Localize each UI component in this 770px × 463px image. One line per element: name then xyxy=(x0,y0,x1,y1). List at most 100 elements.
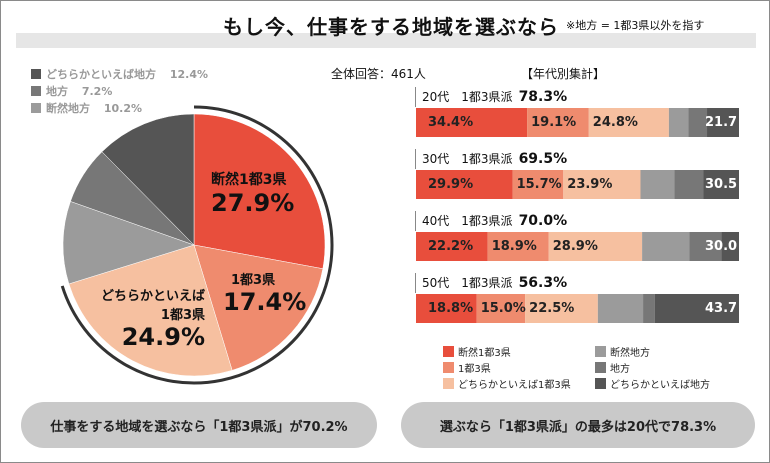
local-total-label: 30.0 xyxy=(705,239,738,254)
metro-label: 1都3県派 xyxy=(461,90,513,104)
age-row-label: 30代 1都3県派 69.5% xyxy=(422,150,567,167)
legend-value: 12.4% xyxy=(169,67,209,81)
segment-label: 23.9% xyxy=(567,177,613,192)
bar-segment xyxy=(654,294,739,323)
bar-segment xyxy=(689,232,722,261)
slice-name: どちらかといえば xyxy=(100,289,205,304)
bar-segment xyxy=(588,108,669,137)
bar-segment xyxy=(416,108,528,137)
pie-legend-item: どちらかといえば地方 12.4% xyxy=(31,66,208,82)
bar-segment xyxy=(674,170,704,199)
legend-label: 地方 xyxy=(46,85,68,98)
legend-swatch xyxy=(443,362,454,373)
title-note: ※地方 = 1都3県以外を指す xyxy=(566,19,705,32)
bar-segment xyxy=(487,232,549,261)
legend-swatch xyxy=(443,378,454,389)
bar-segment xyxy=(416,170,513,199)
bar-segment xyxy=(563,170,641,199)
legend-label: どちらかといえば地方 xyxy=(610,380,710,391)
segment-label: 15.7% xyxy=(516,177,562,192)
legend-label: 断然1都3県 xyxy=(458,348,511,359)
age-label: 50代 xyxy=(422,276,450,290)
local-total-label: 21.7 xyxy=(705,115,738,130)
pie-label-lean-metro: どちらかといえば 1都3県 24.9% xyxy=(79,285,205,351)
metro-share-arc xyxy=(60,105,334,385)
legend-swatch xyxy=(595,346,606,357)
legend-label: 1都3県 xyxy=(458,364,491,375)
bar-segment xyxy=(527,108,589,137)
title-band xyxy=(16,33,756,48)
segment-label: 29.9% xyxy=(428,177,474,192)
metro-total: 78.3% xyxy=(518,89,568,105)
slice-value: 24.9% xyxy=(121,323,205,351)
slice-name: 1都3県 xyxy=(160,308,205,323)
bar-legend-item: 1都3県 xyxy=(443,360,491,375)
total-respondents: 全体回答：461人 xyxy=(331,67,426,81)
slice-name: 断然1都3県 xyxy=(211,172,287,188)
legend-swatch xyxy=(31,86,41,96)
segment-label: 24.8% xyxy=(592,115,638,130)
bar-segment xyxy=(688,108,708,137)
legend-swatch xyxy=(31,103,41,113)
bar-segment xyxy=(707,108,739,137)
segment-label: 18.8% xyxy=(428,301,474,316)
segment-label: 15.0% xyxy=(480,301,526,316)
bar-segment xyxy=(597,294,644,323)
segment-label: 28.9% xyxy=(552,239,598,254)
legend-label: どちらかといえば地方 xyxy=(46,68,156,81)
metro-total: 69.5% xyxy=(518,151,568,167)
bar-segment xyxy=(643,294,655,323)
legend-value: 7.2% xyxy=(81,84,113,98)
bar-segment xyxy=(512,170,564,199)
legend-label: 断然地方 xyxy=(610,348,650,359)
row-divider xyxy=(415,273,416,293)
bar-segment xyxy=(640,170,675,199)
bar-segment xyxy=(525,294,598,323)
local-total-label: 30.5 xyxy=(705,177,738,192)
age-row-label: 20代 1都3県派 78.3% xyxy=(422,88,567,105)
legend-swatch xyxy=(443,346,454,357)
pie-legend-item: 断然地方 10.2% xyxy=(31,100,142,116)
row-divider xyxy=(415,149,416,169)
summary-pill-overall: 仕事をする地域を選ぶなら「1都3県派」が70.2% xyxy=(21,402,377,448)
bar-legend-item: 断然地方 xyxy=(595,344,650,359)
bar-segment xyxy=(721,232,739,261)
metro-total: 56.3% xyxy=(518,275,568,291)
age-label: 20代 xyxy=(422,90,450,104)
segment-label: 34.4% xyxy=(428,115,474,130)
segment-label: 18.9% xyxy=(491,239,537,254)
bar-chart-title: 【年代別集計】 xyxy=(521,67,606,81)
bar-segment xyxy=(703,170,739,199)
age-row-label: 50代 1都3県派 56.3% xyxy=(422,274,567,291)
legend-label: 地方 xyxy=(610,364,630,375)
row-divider xyxy=(415,87,416,107)
legend-label: 断然地方 xyxy=(46,102,90,115)
pie-slice xyxy=(101,113,195,246)
pie-slice xyxy=(193,113,326,270)
metro-label: 1都3県派 xyxy=(461,276,513,290)
segment-label: 22.2% xyxy=(428,239,474,254)
metro-label: 1都3県派 xyxy=(461,214,513,228)
local-total-label: 43.7 xyxy=(705,301,738,316)
pie-slice xyxy=(68,244,233,377)
slice-value: 27.9% xyxy=(211,189,295,217)
bar-legend-item: どちらかといえば地方 xyxy=(595,376,710,391)
bar-segment xyxy=(668,108,689,137)
metro-total: 70.0% xyxy=(518,213,568,229)
legend-swatch xyxy=(595,362,606,373)
pie-label-strong-metro: 断然1都3県 27.9% xyxy=(211,169,294,217)
slice-name: 1都3県 xyxy=(231,273,276,288)
age-label: 40代 xyxy=(422,214,450,228)
legend-value: 10.2% xyxy=(103,101,143,115)
bar-segment xyxy=(548,232,643,261)
bar-legend-item: どちらかといえば1都3県 xyxy=(443,376,571,391)
pie-slice xyxy=(62,201,195,285)
segment-label: 22.5% xyxy=(529,301,575,316)
bar-legend-item: 地方 xyxy=(595,360,630,375)
bar-segment xyxy=(476,294,526,323)
metro-label: 1都3県派 xyxy=(461,152,513,166)
summary-pill-age: 選ぶなら「1都3県派」の最多は20代で78.3% xyxy=(401,402,755,448)
bar-legend-item: 断然1都3県 xyxy=(443,344,511,359)
